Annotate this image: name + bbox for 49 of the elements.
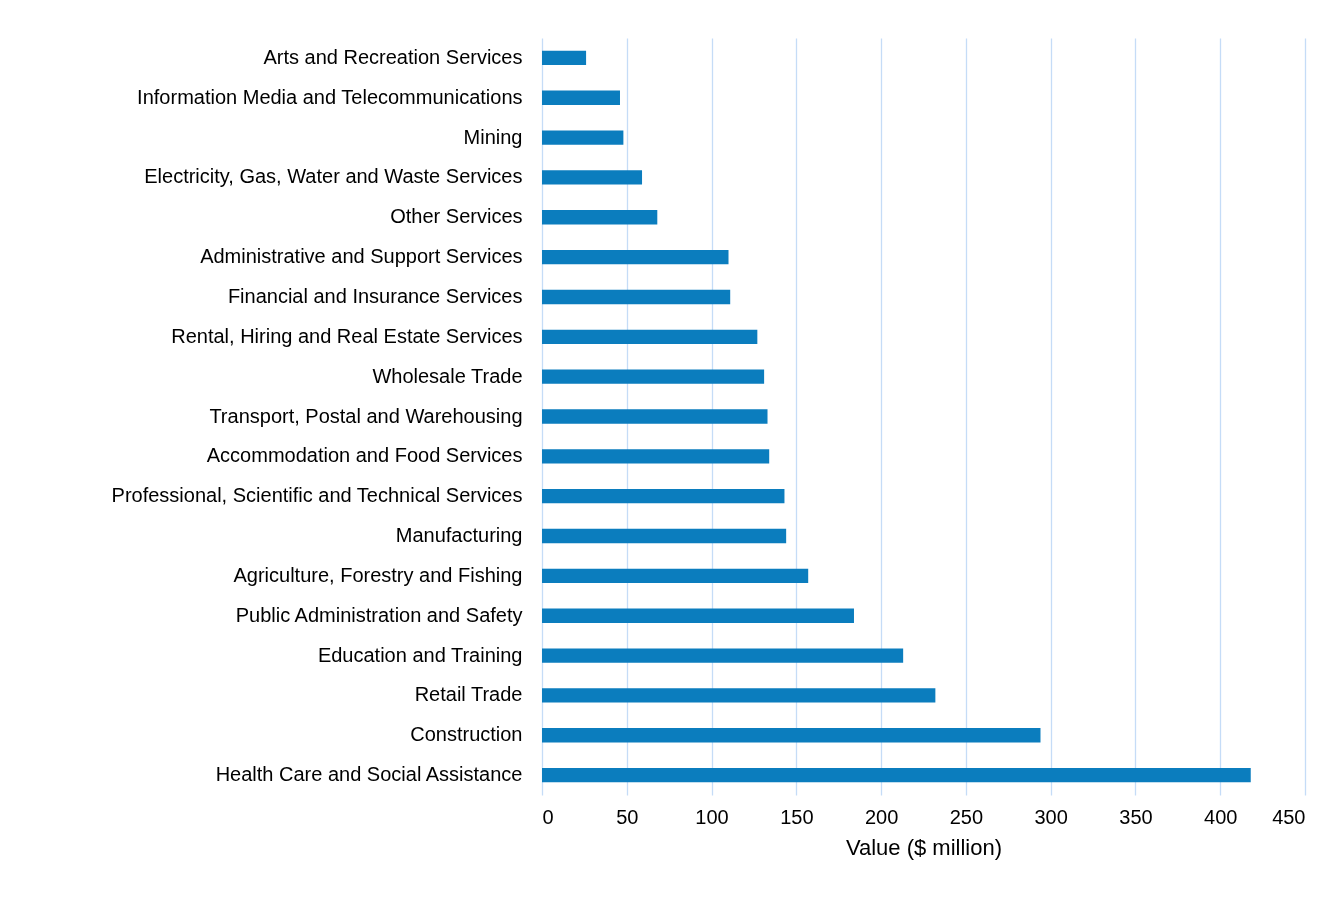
bar	[542, 648, 904, 663]
y-tick-label: Administrative and Support Services	[200, 245, 523, 268]
y-tick-label: Agriculture, Forestry and Fishing	[233, 563, 523, 586]
bar	[542, 568, 809, 584]
bar	[542, 249, 729, 265]
x-tick-label: 200	[864, 805, 899, 828]
y-tick-label: Manufacturing	[395, 524, 523, 547]
y-tick-label: Mining	[463, 125, 523, 148]
y-tick-label: Professional, Scientific and Technical Services	[111, 484, 523, 507]
bar	[542, 728, 1041, 743]
y-tick-label: Wholesale Trade	[372, 364, 523, 387]
bar	[542, 329, 758, 344]
y-tick-label: Retail Trade	[414, 683, 523, 706]
y-tick-label: Financial and Insurance Services	[227, 284, 523, 307]
y-tick-label: Transport, Postal and Warehousing	[209, 404, 523, 427]
bar	[542, 210, 658, 225]
bar	[542, 369, 765, 384]
bar	[542, 130, 624, 145]
x-tick-label: 100	[695, 805, 729, 828]
x-tick-label: 300	[1034, 805, 1068, 828]
bar	[542, 409, 768, 424]
x-tick-label: 400	[1204, 805, 1238, 828]
bar	[542, 767, 1251, 783]
y-tick-label: Electricity, Gas, Water and Waste Services	[144, 165, 523, 188]
bar	[542, 90, 620, 105]
y-tick-label: Rental, Hiring and Real Estate Services	[171, 324, 523, 347]
x-tick-label: 250	[949, 805, 984, 828]
y-tick-label: Health Care and Social Assistance	[215, 763, 523, 786]
bar	[542, 528, 787, 544]
x-axis-title: Value ($ million)	[845, 834, 1003, 860]
bar	[542, 170, 643, 185]
x-tick-label: 350	[1119, 805, 1153, 828]
bar	[542, 489, 785, 504]
y-tick-label: Accommodation and Food Services	[206, 444, 523, 467]
y-tick-label: Information Media and Telecommunications	[137, 85, 523, 108]
y-tick-label: Construction	[410, 723, 523, 746]
x-tick-label: 150	[780, 805, 814, 828]
x-tick-label: 50	[616, 805, 639, 828]
bar	[542, 50, 587, 66]
bar	[542, 289, 731, 305]
bar	[542, 688, 936, 703]
x-tick-label: 450	[1272, 805, 1306, 828]
x-tick-label: 0	[542, 805, 554, 828]
y-tick-label: Public Administration and Safety	[235, 603, 523, 626]
y-tick-label: Other Services	[390, 205, 523, 228]
y-tick-label: Arts and Recreation Services	[263, 45, 523, 68]
y-tick-label: Education and Training	[317, 643, 523, 666]
bar	[542, 608, 854, 623]
bar	[542, 449, 770, 464]
